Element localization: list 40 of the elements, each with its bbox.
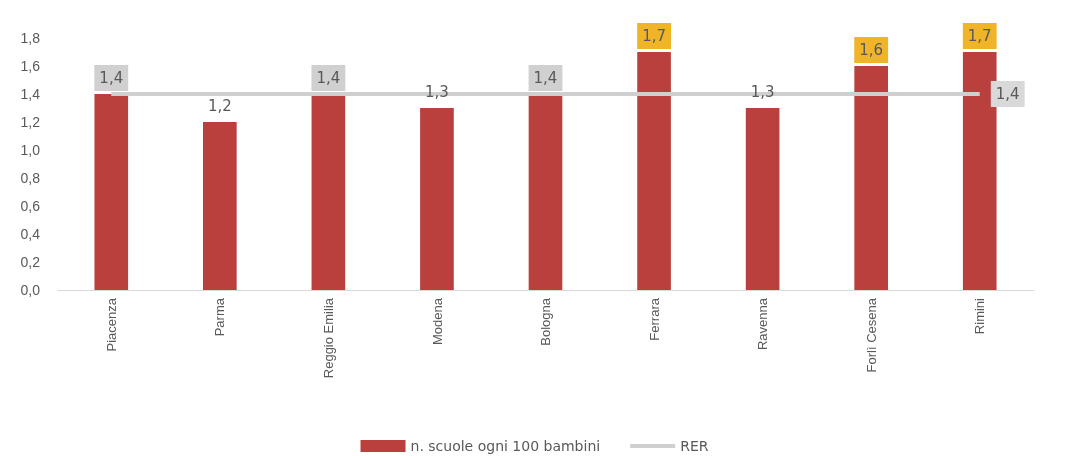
y-tick-label: 0,4 (20, 225, 41, 242)
data-label: 1,4 (316, 69, 341, 87)
x-tick-label: Piacenza (103, 297, 119, 352)
data-label: 1,3 (425, 83, 449, 101)
bar (962, 52, 997, 290)
bar (637, 52, 671, 290)
bar (745, 108, 780, 290)
data-label: 1,6 (859, 41, 884, 59)
data-label: 1,4 (533, 69, 558, 87)
data-label: 1,2 (207, 97, 232, 115)
x-tick-label: Bologna (538, 297, 554, 346)
y-tick-label: 1,8 (20, 29, 41, 46)
bar (854, 66, 888, 290)
y-tick-label: 0,8 (20, 169, 41, 186)
y-tick-label: 1,6 (20, 57, 41, 74)
data-label: 1,4 (995, 85, 1020, 103)
y-tick-label: 0,6 (20, 197, 41, 214)
data-label: 1,7 (967, 27, 992, 45)
y-tick-label: 0,2 (20, 253, 41, 270)
legend-label: n. scuole ogni 100 bambini (410, 438, 601, 454)
x-tick-label: Ravenna (755, 297, 771, 351)
y-tick-label: 1,2 (20, 113, 41, 130)
x-tick-label: Reggio Emilia (320, 297, 336, 379)
x-tick-label: Ferrara (646, 297, 662, 341)
y-tick-label: 1,4 (20, 85, 41, 102)
bar (311, 94, 346, 290)
bar (203, 122, 237, 290)
data-label: 1,3 (750, 83, 775, 101)
x-tick-label: Modena (429, 297, 445, 345)
bar (94, 94, 129, 290)
x-tick-label: Parma (212, 297, 228, 337)
y-tick-label: 0,0 (20, 281, 41, 298)
legend-label: RER (680, 438, 709, 454)
data-label: 1,7 (642, 27, 666, 45)
x-tick-label: Rimini (972, 297, 988, 335)
y-tick-label: 1,0 (20, 141, 41, 158)
bar (528, 94, 563, 290)
data-label: 1,4 (99, 69, 124, 87)
bar (420, 108, 454, 290)
x-tick-label: Forlì Cesena (863, 297, 879, 373)
